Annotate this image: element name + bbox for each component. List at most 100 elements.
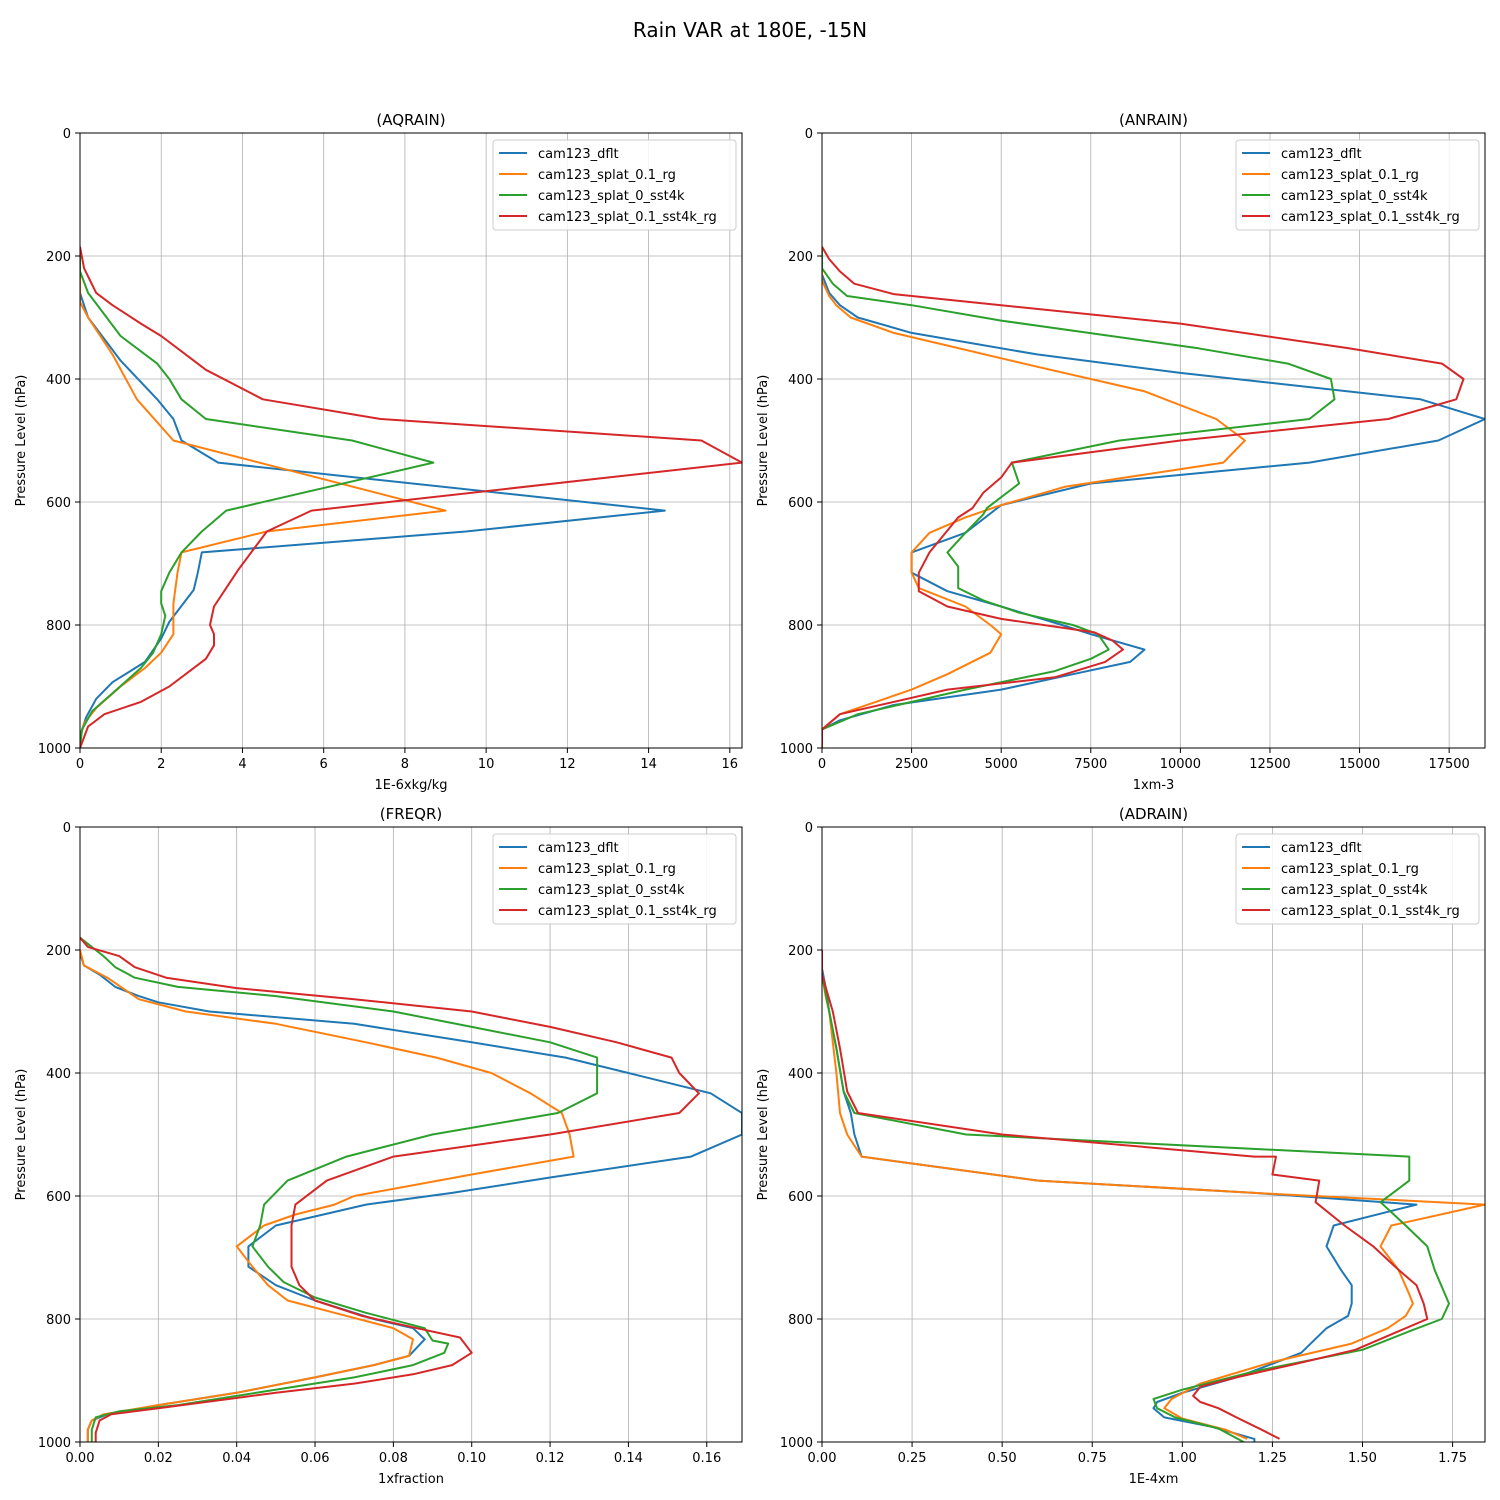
legend: cam123_dflt cam123_splat_0.1_rg cam123_spl… xyxy=(1235,139,1480,231)
legend-label: cam123_splat_0.1_rg xyxy=(1281,168,1419,183)
y-tick-label: 800 xyxy=(788,619,813,634)
y-tick-label: 800 xyxy=(46,1313,71,1328)
x-tick-label: 5000 xyxy=(985,757,1018,772)
y-axis-label: Pressure Level (hPa) xyxy=(14,1069,29,1201)
x-tick-label: 2500 xyxy=(895,757,928,772)
legend-label: cam123_dflt xyxy=(1281,147,1362,162)
series-line-cam123_splat_0.1_sst4k_rg xyxy=(80,246,742,748)
x-tick-label: 6 xyxy=(320,757,328,772)
plot-frame xyxy=(821,826,1486,1443)
x-tick-label: 4 xyxy=(238,757,246,772)
x-tick-label: 0.00 xyxy=(66,1451,95,1466)
series-line-cam123_splat_0_sst4k xyxy=(822,950,1450,1442)
subplot-3: 0.00 0.25 0.50 0.75 1.00 1.25 1.50 1.75 0 200 400 6… xyxy=(756,805,1486,1487)
grid xyxy=(80,827,742,1442)
x-tick-label: 2 xyxy=(157,757,165,772)
x-tick-label: 0.04 xyxy=(222,1451,251,1466)
series-group xyxy=(80,246,742,748)
x-tick-label: 8 xyxy=(401,757,409,772)
x-tick-label: 0.02 xyxy=(144,1451,173,1466)
series-line-cam123_splat_0.1_rg xyxy=(80,949,575,1442)
series-line-cam123_splat_0.1_sst4k_rg xyxy=(822,950,1429,1440)
y-tick-label: 400 xyxy=(46,1067,71,1082)
y-tick-label: 600 xyxy=(46,1190,71,1205)
x-tick-label: 0.06 xyxy=(301,1451,330,1466)
x-tick-label: 0.50 xyxy=(988,1451,1017,1466)
legend: cam123_dflt cam123_splat_0.1_rg cam123_spl… xyxy=(1235,833,1480,925)
x-axis-label: 1E-4xm xyxy=(1129,1472,1179,1487)
y-tick-label: 400 xyxy=(788,1067,813,1082)
figure-suptitle: Rain VAR at 180E, -15N xyxy=(633,18,867,42)
x-tick-label: 12500 xyxy=(1249,757,1290,772)
legend-label: cam123_splat_0_sst4k xyxy=(1281,189,1428,204)
y-tick-label: 0 xyxy=(805,127,813,142)
y-tick-label: 1000 xyxy=(38,742,71,757)
subplot-2: 0.00 0.02 0.04 0.06 0.08 0.10 0.12 0.14 0.16 0 200… xyxy=(14,805,743,1487)
subplot-title: (AQRAIN) xyxy=(376,111,445,129)
subplot-title: (FREQR) xyxy=(380,805,442,823)
plot-frame xyxy=(79,132,743,749)
y-tick-label: 200 xyxy=(46,250,71,265)
plot-frame xyxy=(821,132,1486,749)
y-axis-label: Pressure Level (hPa) xyxy=(756,375,771,507)
legend: cam123_dflt cam123_splat_0.1_rg cam123_spl… xyxy=(492,139,737,231)
x-tick-label: 1.50 xyxy=(1348,1451,1377,1466)
y-tick-label: 200 xyxy=(46,944,71,959)
series-line-cam123_splat_0.1_rg xyxy=(822,950,1485,1440)
series-group xyxy=(822,950,1485,1442)
plot-frame xyxy=(79,826,743,1443)
y-tick-label: 800 xyxy=(46,619,71,634)
legend-label: cam123_splat_0_sst4k xyxy=(1281,883,1428,898)
x-tick-label: 1.00 xyxy=(1168,1451,1197,1466)
y-tick-label: 0 xyxy=(63,127,71,142)
legend-label: cam123_splat_0.1_sst4k_rg xyxy=(538,210,717,225)
x-tick-label: 1.25 xyxy=(1258,1451,1287,1466)
y-tick-label: 600 xyxy=(46,496,71,511)
y-tick-label: 1000 xyxy=(38,1436,71,1451)
series-line-cam123_splat_0.1_rg xyxy=(822,256,1246,748)
legend-label: cam123_splat_0.1_sst4k_rg xyxy=(538,904,717,919)
series-line-cam123_splat_0_sst4k xyxy=(822,246,1336,748)
legend-label: cam123_splat_0.1_rg xyxy=(538,862,676,877)
subplot-title: (ADRAIN) xyxy=(1119,805,1188,823)
legend-label: cam123_splat_0.1_sst4k_rg xyxy=(1281,210,1460,225)
x-tick-label: 14 xyxy=(640,757,657,772)
x-tick-label: 0.16 xyxy=(692,1451,721,1466)
x-tick-label: 0.14 xyxy=(614,1451,643,1466)
subplot-grid: 0 2 4 6 8 10 12 14 16 0 200 400 600 800 1000 (AQRAIN) 1E… xyxy=(14,111,1486,1487)
y-tick-label: 600 xyxy=(788,496,813,511)
y-tick-label: 200 xyxy=(788,250,813,265)
legend-label: cam123_dflt xyxy=(538,147,619,162)
x-tick-label: 7500 xyxy=(1074,757,1107,772)
x-tick-label: 0.25 xyxy=(898,1451,927,1466)
x-tick-label: 16 xyxy=(722,757,739,772)
legend-box xyxy=(1235,833,1480,925)
x-tick-label: 0.00 xyxy=(808,1451,837,1466)
legend-label: cam123_splat_0.1_sst4k_rg xyxy=(1281,904,1460,919)
series-group xyxy=(822,246,1485,748)
x-tick-label: 0.12 xyxy=(536,1451,565,1466)
subplot-title: (ANRAIN) xyxy=(1119,111,1188,129)
y-tick-label: 0 xyxy=(63,821,71,836)
x-tick-label: 1.75 xyxy=(1438,1451,1467,1466)
legend-box xyxy=(492,833,737,925)
x-axis-label: 1xm-3 xyxy=(1133,778,1175,793)
series-line-cam123_splat_0_sst4k xyxy=(80,936,599,1442)
legend-label: cam123_splat_0_sst4k xyxy=(538,189,685,204)
x-tick-label: 0 xyxy=(76,757,84,772)
y-tick-label: 800 xyxy=(788,1313,813,1328)
series-line-cam123_splat_0.1_sst4k_rg xyxy=(80,937,700,1442)
legend-label: cam123_splat_0.1_rg xyxy=(538,168,676,183)
series-line-cam123_splat_0.1_sst4k_rg xyxy=(822,246,1465,748)
subplot-0: 0 2 4 6 8 10 12 14 16 0 200 400 600 800 1000 (AQRAIN) 1E… xyxy=(14,111,743,793)
legend-box xyxy=(492,139,737,231)
legend-label: cam123_splat_0_sst4k xyxy=(538,883,685,898)
legend-label: cam123_dflt xyxy=(1281,841,1362,856)
x-tick-label: 10000 xyxy=(1160,757,1201,772)
x-tick-label: 0 xyxy=(818,757,826,772)
y-tick-label: 400 xyxy=(788,373,813,388)
y-axis-label: Pressure Level (hPa) xyxy=(756,1069,771,1201)
x-axis-label: 1xfraction xyxy=(378,1472,444,1487)
